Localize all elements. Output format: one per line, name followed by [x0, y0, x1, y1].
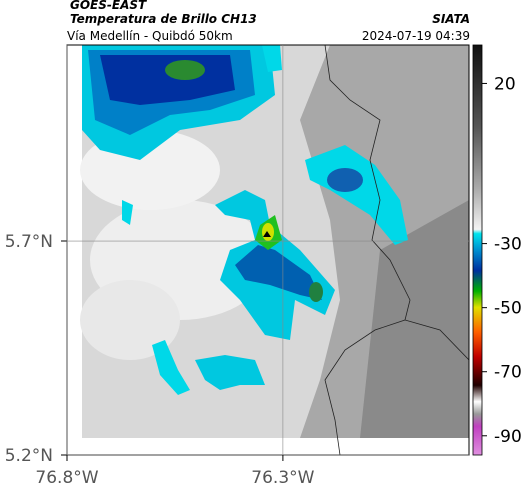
colorbar-label: -70 — [494, 363, 522, 383]
source: SIATA — [432, 12, 470, 26]
colorbar-label: -30 — [494, 235, 522, 255]
colorbar-label: 20 — [494, 74, 516, 94]
datetime: 2024-07-19 04:39 — [362, 29, 470, 43]
lat-label: 5.2°N — [5, 446, 53, 466]
lat-label: 5.7°N — [5, 232, 53, 252]
colorbar — [472, 44, 483, 456]
colorbar-label: -50 — [494, 299, 522, 319]
title: GOES-EAST — [70, 0, 147, 12]
colorbar-label: -90 — [494, 427, 522, 447]
route: Vía Medellín - Quibdó 50km — [67, 29, 233, 43]
lon-label: 76.3°W — [251, 468, 314, 488]
subtitle: Temperatura de Brillo CH13 — [70, 12, 257, 26]
axes: 5.7°N 5.2°N76.8°W 76.3°W 20 -30 -50 -70 -90 — [5, 45, 522, 488]
satellite-image — [67, 45, 469, 455]
lon-label: 76.8°W — [35, 468, 98, 488]
